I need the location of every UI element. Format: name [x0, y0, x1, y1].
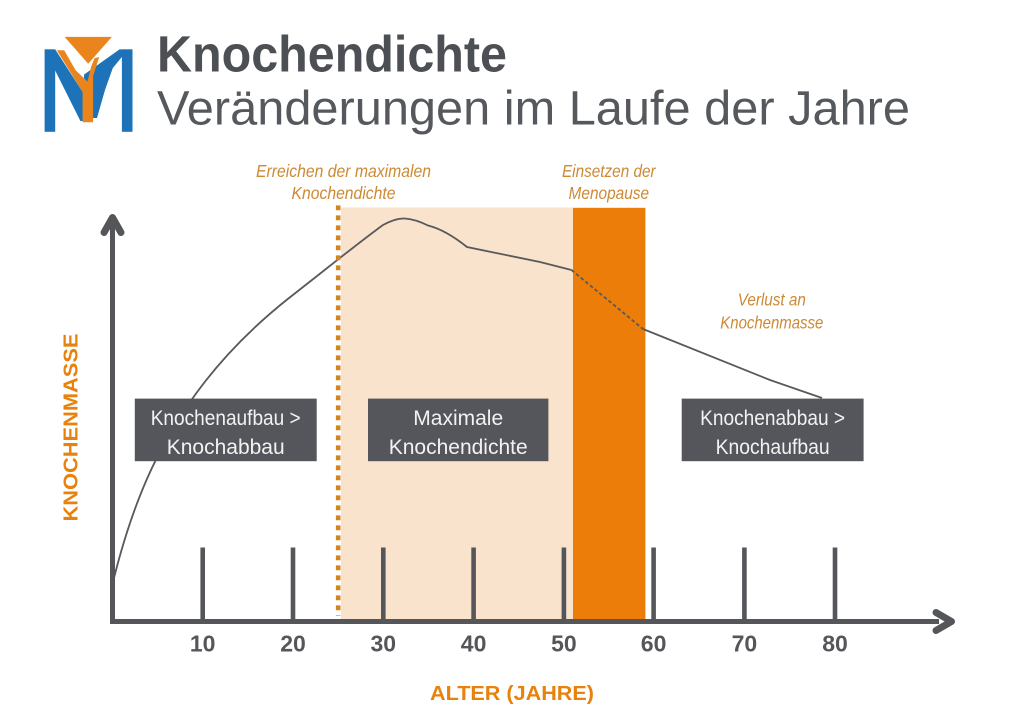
svg-text:Knochendichte: Knochendichte	[389, 436, 528, 459]
svg-text:30: 30	[371, 631, 397, 657]
svg-text:Knochaufbau: Knochaufbau	[716, 436, 830, 459]
svg-text:ALTER (JAHRE): ALTER (JAHRE)	[430, 682, 594, 705]
svg-text:70: 70	[732, 631, 758, 657]
svg-text:Knochenaufbau >: Knochenaufbau >	[151, 407, 301, 430]
svg-text:Maximale: Maximale	[413, 407, 503, 430]
svg-text:Knochabbau: Knochabbau	[167, 436, 285, 459]
svg-text:20: 20	[280, 631, 306, 657]
svg-text:Knochendichte: Knochendichte	[157, 25, 507, 82]
svg-text:40: 40	[461, 631, 487, 657]
svg-text:10: 10	[190, 631, 216, 657]
svg-text:Verlust an: Verlust an	[738, 290, 806, 310]
svg-text:KNOCHENMASSE: KNOCHENMASSE	[61, 334, 83, 522]
svg-text:Knochenmasse: Knochenmasse	[720, 312, 823, 332]
svg-text:Erreichen der maximalen: Erreichen der maximalen	[256, 161, 431, 181]
svg-text:Veränderungen im Laufe der Jah: Veränderungen im Laufe der Jahre	[157, 83, 910, 136]
svg-text:Einsetzen der: Einsetzen der	[562, 161, 657, 181]
svg-text:Knochendichte: Knochendichte	[292, 183, 396, 203]
svg-text:50: 50	[551, 631, 577, 657]
svg-text:80: 80	[822, 631, 848, 657]
svg-text:60: 60	[641, 631, 667, 657]
svg-text:Menopause: Menopause	[569, 183, 650, 203]
svg-text:Knochenabbau >: Knochenabbau >	[700, 407, 845, 430]
